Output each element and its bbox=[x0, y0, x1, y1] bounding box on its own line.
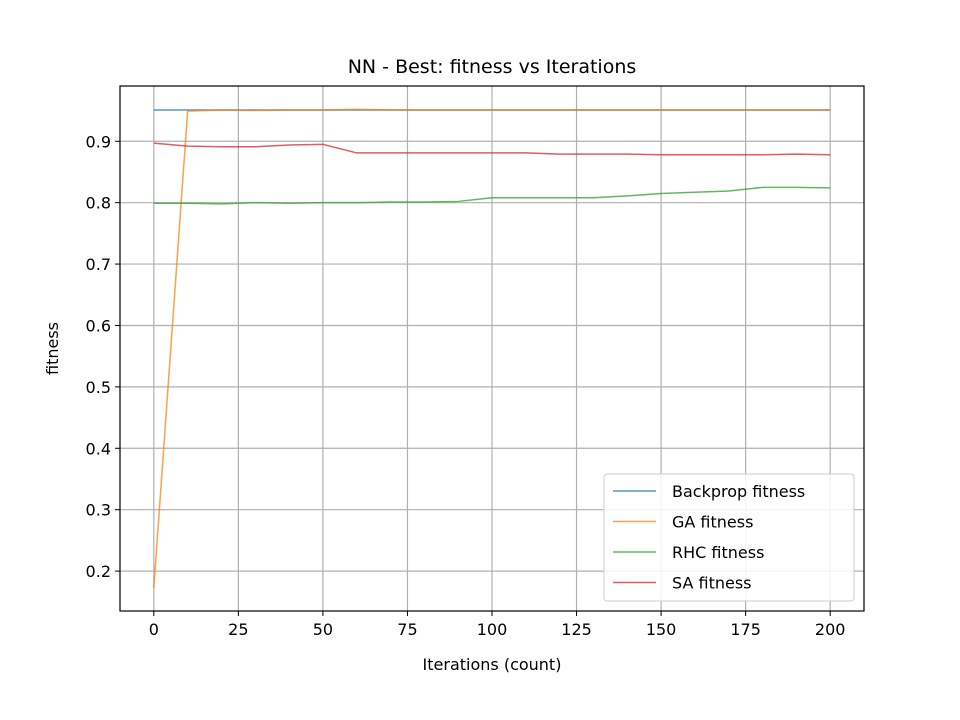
axis-ticks: 0 25 50 75 100 125 150 175 200 0.2 0.3 0.4 0.5 0.6 0.7… bbox=[86, 132, 846, 639]
series-line-sa-fitness bbox=[153, 142, 831, 156]
legend-box bbox=[603, 473, 855, 602]
x-tick-label: 50 bbox=[313, 620, 333, 639]
y-tick-label: 0.7 bbox=[86, 255, 111, 274]
legend: Backprop fitness GA fitness RHC fitness SA … bbox=[603, 473, 855, 602]
legend-label: SA fitness bbox=[672, 574, 752, 593]
legend-label: RHC fitness bbox=[672, 543, 764, 562]
y-tick-label: 0.8 bbox=[86, 194, 111, 213]
y-tick-label: 0.3 bbox=[86, 501, 111, 520]
grid-lines bbox=[120, 86, 864, 611]
y-axis-label: fitness bbox=[43, 322, 62, 375]
x-tick-label: 100 bbox=[477, 620, 508, 639]
series-lines bbox=[153, 108, 831, 588]
x-tick-label: 200 bbox=[815, 620, 846, 639]
series-line-ga-fitness bbox=[153, 108, 831, 588]
series-line-rhc-fitness bbox=[153, 186, 831, 205]
chart-title: NN - Best: fitness vs Iterations bbox=[348, 56, 637, 78]
y-tick-label: 0.6 bbox=[86, 316, 111, 335]
y-tick-label: 0.9 bbox=[86, 132, 111, 151]
legend-label: GA fitness bbox=[672, 513, 753, 532]
x-tick-label: 75 bbox=[397, 620, 417, 639]
x-tick-label: 125 bbox=[561, 620, 592, 639]
y-tick-label: 0.2 bbox=[86, 562, 111, 581]
y-tick-label: 0.5 bbox=[86, 378, 111, 397]
x-tick-label: 25 bbox=[228, 620, 248, 639]
x-tick-label: 150 bbox=[646, 620, 677, 639]
x-tick-label: 175 bbox=[730, 620, 761, 639]
y-tick-label: 0.4 bbox=[86, 439, 111, 458]
x-tick-label: 0 bbox=[149, 620, 159, 639]
x-axis-label: Iterations (count) bbox=[423, 655, 562, 674]
legend-label: Backprop fitness bbox=[672, 482, 805, 501]
